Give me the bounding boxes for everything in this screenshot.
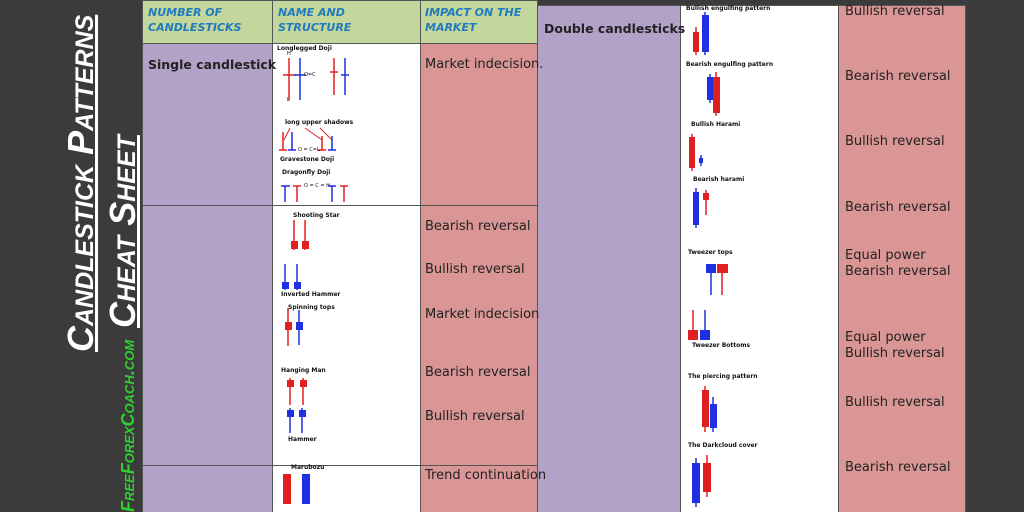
impact: Bearish reversal: [845, 69, 951, 84]
pattern-name: The Darkcloud cover: [688, 442, 758, 449]
impact-cell: [420, 205, 538, 466]
pattern-name: Dragonfly Doji: [282, 169, 331, 176]
impact: Bearish reversal: [425, 365, 531, 380]
impact: Bearish reversal: [845, 200, 951, 215]
pattern-name: The piercing pattern: [688, 373, 758, 380]
impact: Bullish reversal: [425, 409, 525, 424]
pattern-name: Shooting Star: [293, 212, 340, 219]
pattern-name: Bearish harami: [693, 176, 745, 183]
impact: Bearish reversal: [845, 460, 951, 475]
impact: Bearish reversal: [425, 219, 531, 234]
header: IMPACT ON THE MARKET: [425, 6, 522, 34]
structure-cell: [272, 43, 421, 206]
header-cell: [142, 0, 273, 44]
pattern-name: Bullish engulfing pattern: [686, 5, 771, 12]
count-cell: [142, 43, 273, 206]
impact-cell: [838, 5, 966, 512]
count-cell: [537, 5, 681, 512]
header-cell: [272, 0, 421, 44]
count-cell: [142, 465, 273, 512]
doji-label: O=C: [304, 72, 316, 78]
impact: Market indecision: [425, 307, 540, 322]
impact: Bullish reversal: [845, 134, 945, 149]
impact: Trend continuation: [425, 468, 547, 483]
pattern-name: Marubozu: [291, 464, 325, 471]
count-cell: [142, 205, 273, 466]
pattern-name: Bullish Harami: [691, 121, 741, 128]
pattern-name: Hammer: [288, 436, 317, 443]
impact: Bullish reversal: [425, 262, 525, 277]
impact-cell: [420, 43, 538, 206]
pattern-name: Spinning tops: [288, 304, 335, 311]
impact: Bearish reversal: [845, 264, 951, 279]
impact: Bullish reversal: [845, 346, 945, 361]
impact: Market indecision.: [425, 57, 544, 72]
pattern-name: Gravestone Doji: [280, 156, 335, 163]
pattern-name: Tweezer Bottoms: [692, 342, 751, 349]
pattern-name: Longlegged Doji: [277, 45, 332, 52]
impact: Bullish reversal: [845, 395, 945, 410]
impact: Equal power: [845, 330, 926, 345]
doji-label: H: [287, 51, 291, 57]
impact: Bullish reversal: [845, 4, 945, 19]
pattern-name: Bearish engulfing pattern: [686, 61, 774, 68]
group-label: Single candlestick: [148, 57, 277, 72]
structure-cell: [680, 5, 839, 512]
impact: Equal power: [845, 248, 926, 263]
group-label: Double candlesticks: [544, 21, 686, 36]
doji-label: L: [287, 97, 290, 103]
header: NUMBER OF CANDLESTICKS: [148, 6, 242, 34]
doji-label: O = C = H: [304, 183, 330, 189]
pattern-name: Tweezer tops: [688, 249, 733, 256]
doji-label: O = C=L: [298, 147, 320, 153]
pattern-name: Inverted Hammer: [281, 291, 341, 298]
structure-cell: [272, 465, 421, 512]
pattern-name: Hanging Man: [281, 367, 326, 374]
pattern-name: long upper shadows: [285, 119, 354, 126]
header: NAME AND STRUCTURE: [278, 6, 352, 34]
